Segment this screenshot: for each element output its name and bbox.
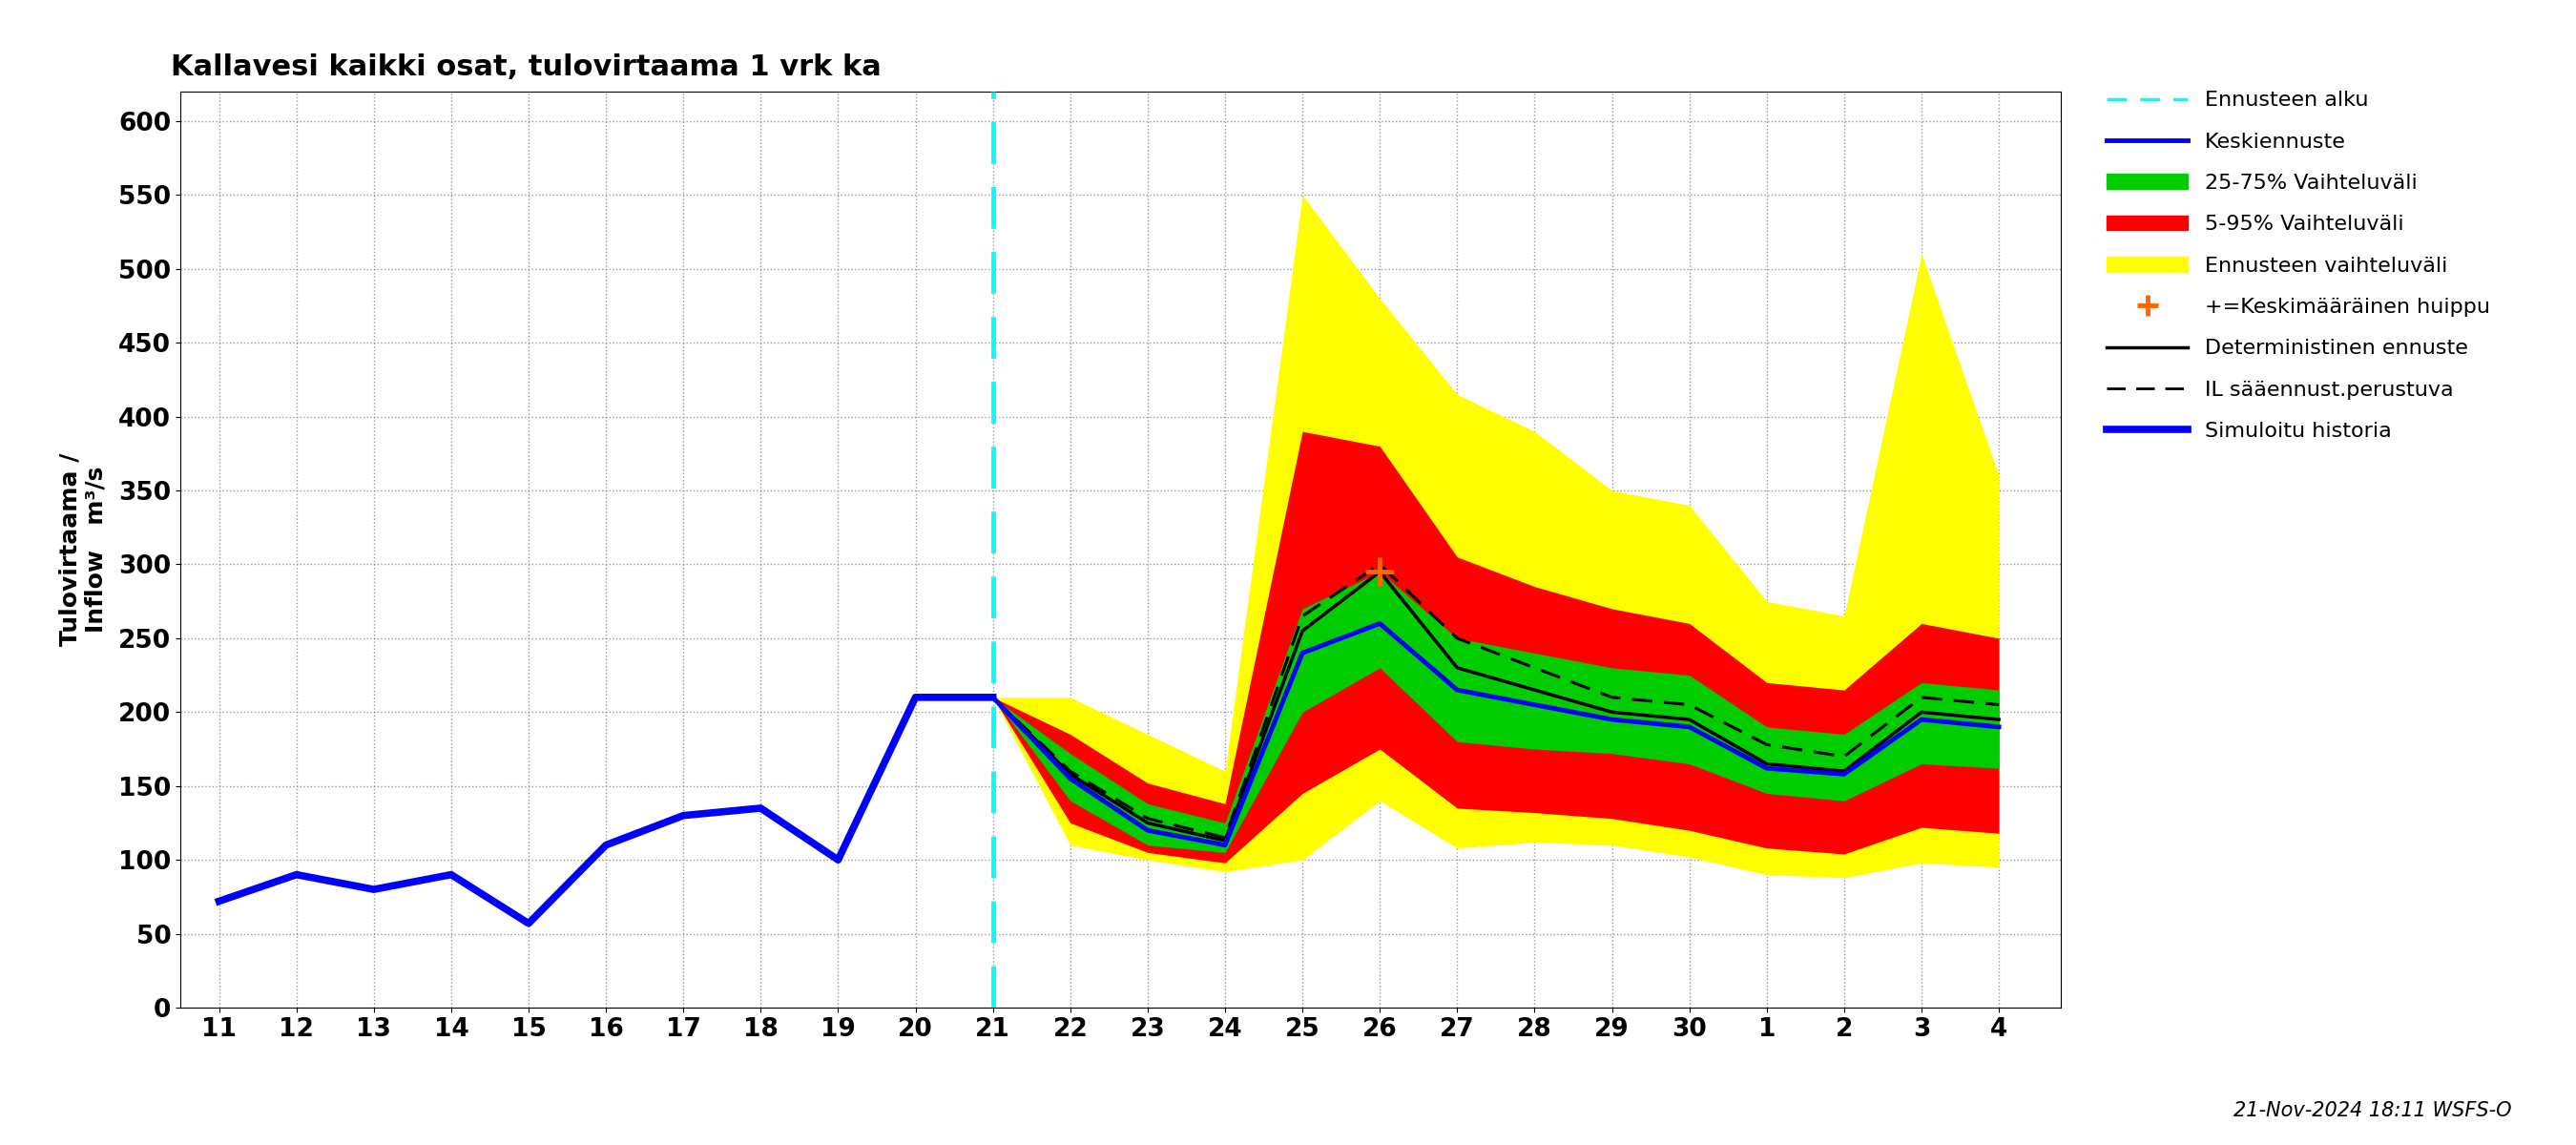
- Legend: Ennusteen alku, Keskiennuste, 25-75% Vaihteluväli, 5-95% Vaihteluväli, Ennusteen: Ennusteen alku, Keskiennuste, 25-75% Vai…: [2099, 82, 2499, 449]
- Y-axis label: Tulovirtaama /
Inflow   m³/s: Tulovirtaama / Inflow m³/s: [59, 453, 108, 646]
- Text: 21-Nov-2024 18:11 WSFS-O: 21-Nov-2024 18:11 WSFS-O: [2233, 1101, 2512, 1120]
- Text: Kallavesi kaikki osat, tulovirtaama 1 vrk ka: Kallavesi kaikki osat, tulovirtaama 1 vr…: [170, 54, 881, 81]
